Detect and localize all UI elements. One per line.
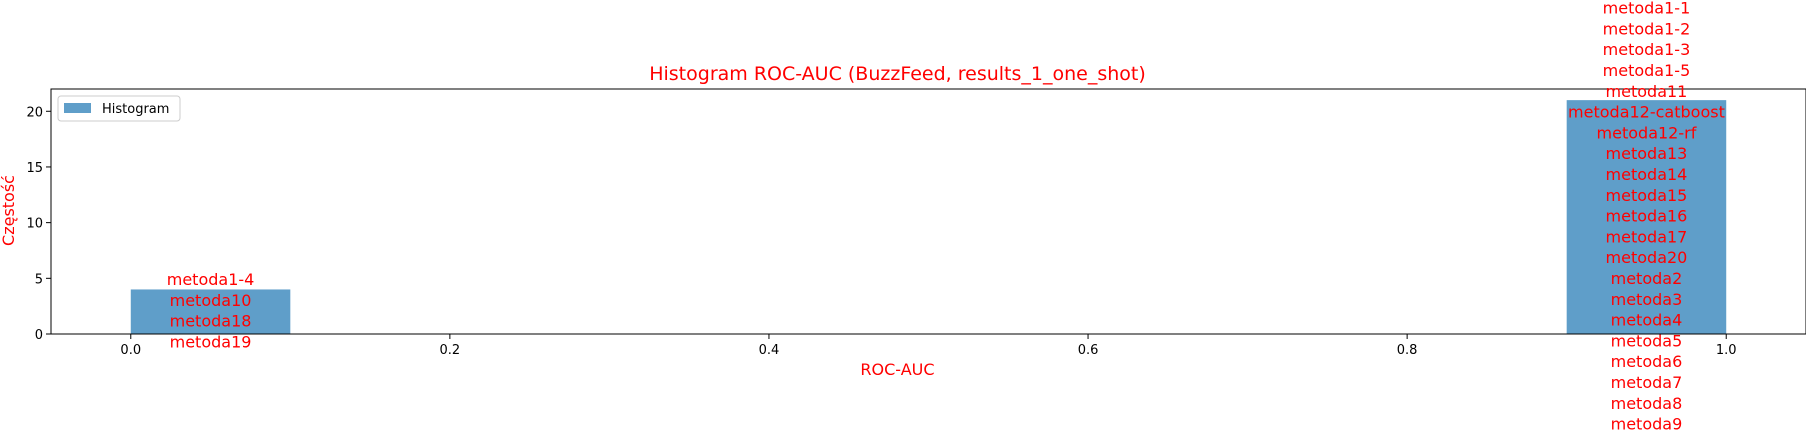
histogram-bar — [130, 289, 291, 334]
bar-method-label: metoda17 — [1606, 227, 1688, 246]
bar-method-label: metoda3 — [1611, 290, 1683, 309]
bar-method-label: metoda1-4 — [167, 270, 255, 289]
histogram-bar — [1566, 100, 1727, 335]
y-tick-label: 15 — [26, 161, 43, 176]
bar-method-label: metoda5 — [1611, 331, 1683, 350]
y-axis-label: Częstość — [0, 175, 18, 246]
x-tick-label: 0.4 — [759, 343, 780, 358]
bar-method-label: metoda11 — [1606, 82, 1688, 101]
bar-method-label: metoda18 — [170, 312, 252, 331]
bar-method-label: metoda14 — [1606, 165, 1688, 184]
bar-method-label: metoda15 — [1606, 186, 1688, 205]
y-tick-label: 5 — [35, 272, 43, 287]
x-axis-label: ROC-AUC — [860, 360, 934, 379]
bar-method-label: metoda7 — [1611, 373, 1683, 392]
bar-method-label: metoda2 — [1611, 269, 1683, 288]
bar-method-label: metoda1-5 — [1603, 61, 1691, 80]
legend: Histogram — [57, 95, 181, 122]
bar-method-label: metoda1-1 — [1603, 0, 1691, 18]
y-tick-label: 20 — [26, 105, 43, 120]
bar-method-label: metoda13 — [1606, 144, 1688, 163]
legend-entry-histogram: Histogram — [102, 102, 169, 117]
x-tick-label: 1.0 — [1716, 343, 1737, 358]
legend-swatch — [64, 103, 91, 113]
y-tick-label: 0 — [35, 328, 43, 343]
bar-method-label: metoda1-2 — [1603, 19, 1691, 38]
y-tick-label: 10 — [26, 217, 43, 232]
bar-method-label: metoda20 — [1606, 248, 1688, 267]
legend-box — [57, 95, 181, 122]
bar-method-label: metoda12-rf — [1597, 123, 1697, 142]
bar-method-label: metoda9 — [1611, 415, 1683, 434]
bar-method-label: metoda6 — [1611, 352, 1683, 371]
x-tick-label: 0.2 — [440, 343, 461, 358]
bar-method-label: metoda1-3 — [1603, 40, 1691, 59]
bar-method-label: metoda8 — [1611, 394, 1683, 413]
chart-title: Histogram ROC-AUC (BuzzFeed, results_1_o… — [649, 63, 1146, 85]
bar-method-label: metoda4 — [1611, 311, 1683, 330]
plot-frame — [50, 88, 1806, 335]
bar-method-label: metoda16 — [1606, 207, 1688, 226]
x-tick-label: 0.0 — [120, 343, 141, 358]
bar-method-label: metoda19 — [170, 332, 252, 351]
bars-layer — [130, 100, 1727, 335]
bar-method-label: metoda12-catboost — [1568, 103, 1725, 122]
ticks-layer: 0.0 0.2 0.4 0.6 0.8 1.0 0 5 10 15 20 — [26, 105, 1736, 358]
bar-method-label: metoda10 — [170, 291, 252, 310]
x-tick-label: 0.8 — [1397, 343, 1418, 358]
x-tick-label: 0.6 — [1078, 343, 1099, 358]
